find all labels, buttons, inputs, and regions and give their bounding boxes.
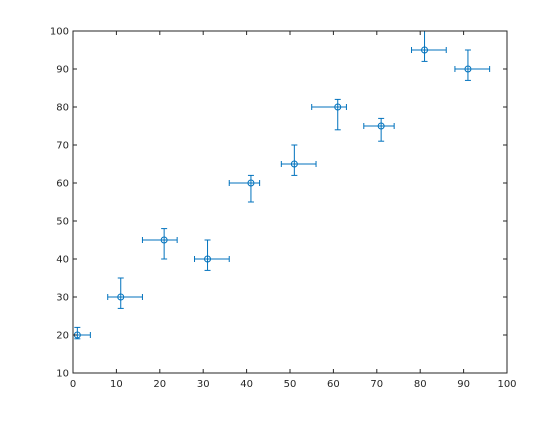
- y-tick-label: 20: [56, 331, 69, 342]
- y-tick-label: 40: [56, 255, 69, 266]
- y-tick-label: 30: [56, 293, 69, 304]
- y-tick-label: 60: [56, 179, 69, 190]
- data-point-marker: [334, 103, 342, 111]
- data-point-marker: [421, 46, 429, 54]
- x-tick-label: 30: [197, 379, 210, 390]
- x-tick-label: 20: [153, 379, 166, 390]
- y-tick-label: 100: [50, 27, 69, 38]
- y-tick-label: 70: [56, 141, 69, 152]
- x-tick-label: 40: [240, 379, 253, 390]
- series-layer: [72, 30, 491, 340]
- errorbar-point: [228, 174, 261, 203]
- x-tick-label: 80: [414, 379, 427, 390]
- data-point-marker: [117, 293, 125, 301]
- data-point-marker: [464, 65, 472, 73]
- errorbar-point: [311, 98, 347, 131]
- data-point-marker: [160, 236, 168, 244]
- x-tick-label: 50: [284, 379, 297, 390]
- data-point-marker: [290, 160, 298, 168]
- x-tick-label: 100: [497, 379, 516, 390]
- errorbar-point: [194, 239, 230, 271]
- plot-area: [73, 31, 507, 373]
- x-tick-label: 10: [110, 379, 123, 390]
- errorbar-point: [454, 49, 491, 81]
- y-tick-label: 50: [56, 217, 69, 228]
- x-tick-label: 60: [327, 379, 340, 390]
- x-tick-label: 0: [70, 379, 76, 390]
- axes-layer: 0 10 20 30 40 50 60 70 80 90 100102030405060708090…: [50, 27, 517, 391]
- errorbar-point: [141, 228, 178, 260]
- y-tick-label: 90: [56, 65, 69, 76]
- x-tick-label: 90: [457, 379, 470, 390]
- errorbar-point: [280, 144, 317, 176]
- data-point-marker: [204, 255, 212, 263]
- y-tick-label: 80: [56, 103, 69, 114]
- x-tick-label: 70: [370, 379, 383, 390]
- data-point-marker: [247, 179, 255, 187]
- data-point-marker: [377, 122, 385, 130]
- errorbar-point: [107, 277, 143, 309]
- y-tick-label: 10: [56, 369, 69, 380]
- errorbar-point: [363, 117, 395, 142]
